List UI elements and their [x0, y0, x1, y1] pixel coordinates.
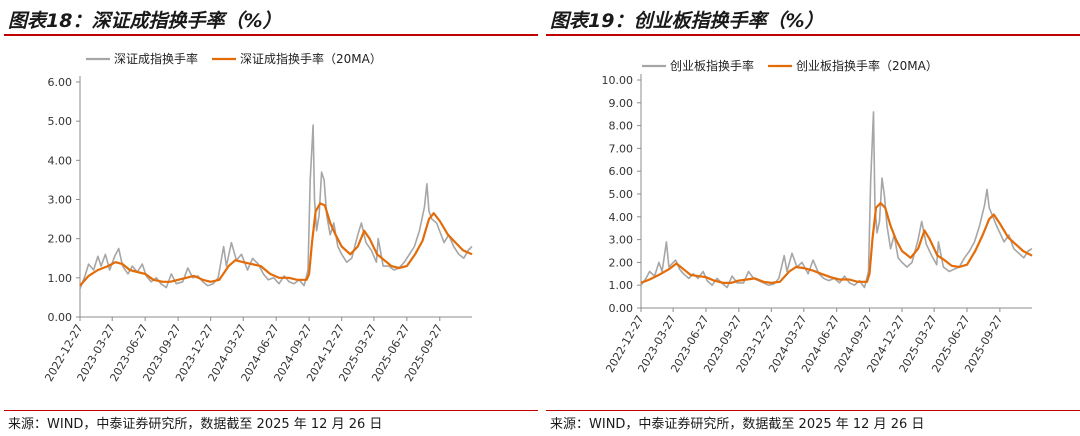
y-tick-label: 6.00 [48, 76, 73, 89]
legend-label: 深证成指换手率（20MA） [240, 51, 382, 66]
y-tick-label: 2.00 [609, 256, 634, 269]
y-tick-label: 0.00 [48, 311, 73, 324]
series-line-ma [79, 202, 473, 287]
series-line-raw [79, 124, 473, 290]
line-chart-chinext: 0.00 1.00 2.00 3.00 4.00 5.00 6.00 7.00 8.00 9.00… [602, 58, 1033, 375]
y-tick-label: 5.00 [48, 115, 73, 128]
y-tick-label: 10.00 [602, 74, 634, 87]
y-tick-label: 1.00 [609, 279, 634, 292]
legend-label: 创业板指换手率（20MA） [796, 58, 938, 73]
source-note: 来源：WIND，中泰证券研究所，数据截至 2025 年 12 月 26 日 [550, 417, 925, 432]
title-row: 图表19：创业板指换手率（%） [546, 2, 1080, 34]
y-tick-label: 4.00 [48, 154, 73, 167]
y-tick-label: 9.00 [609, 97, 634, 110]
title-divider [4, 34, 538, 36]
y-tick-label: 0.00 [609, 302, 634, 315]
y-tick-label: 5.00 [609, 188, 634, 201]
series-line-raw [640, 111, 1033, 289]
title-divider [546, 34, 1080, 36]
legend-label: 深证成指换手率 [114, 51, 198, 66]
source-divider [546, 410, 1080, 411]
source-divider [4, 410, 538, 411]
chart-panel-szse: 图表18：深证成指换手率（%） 0.00 1.00 2.00 3.00 4.00 5.00… [4, 0, 538, 436]
legend-label: 创业板指换手率 [670, 58, 754, 73]
y-tick-label: 2.00 [48, 233, 73, 246]
y-tick-label: 7.00 [609, 142, 634, 155]
y-tick-label: 6.00 [609, 165, 634, 178]
y-tick-label: 4.00 [609, 211, 634, 224]
y-tick-label: 1.00 [48, 272, 73, 285]
chart-panel-chinext: 图表19：创业板指换手率（%） 0.00 1.00 2.00 3.00 4.00 5.00… [546, 0, 1080, 436]
chart-title: 图表19：创业板指换手率（%） [550, 10, 824, 32]
line-chart-szse: 0.001.002.003.004.005.006.002022-12-2720… [42, 51, 473, 384]
y-tick-label: 3.00 [609, 234, 634, 247]
title-row: 图表18：深证成指换手率（%） [4, 2, 538, 34]
y-tick-label: 3.00 [48, 194, 73, 207]
source-note: 来源：WIND，中泰证券研究所，数据截至 2025 年 12 月 26 日 [8, 417, 383, 432]
series-line-ma [640, 202, 1033, 284]
y-tick-label: 8.00 [609, 120, 634, 133]
chart-title: 图表18：深证成指换手率（%） [8, 10, 282, 32]
